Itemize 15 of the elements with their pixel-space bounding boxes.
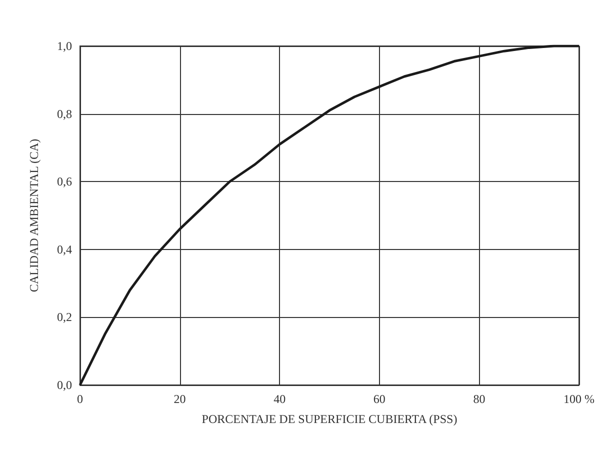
x-tick-label: 0 [77,392,83,406]
y-tick-label: 0,2 [57,310,72,324]
x-tick-label: 100 % [564,392,594,406]
y-tick-label: 0,0 [57,378,72,392]
x-tick-label: 20 [174,392,186,406]
y-axis-title: CALIDAD AMBIENTAL (CA) [27,138,41,292]
x-tick-label: 80 [473,392,486,406]
line-series [78,44,580,386]
x-tick-label: 40 [274,392,286,406]
y-tick-label: 0,6 [57,174,72,189]
x-tick-label: 60 [373,392,386,406]
y-tick-label: 0,4 [57,242,72,256]
y-tick-label: 0,8 [57,106,72,121]
y-tick-label: 1,0 [57,39,72,53]
x-axis-title: PORCENTAJE DE SUPERFICIE CUBIERTA (PSS) [202,412,458,426]
